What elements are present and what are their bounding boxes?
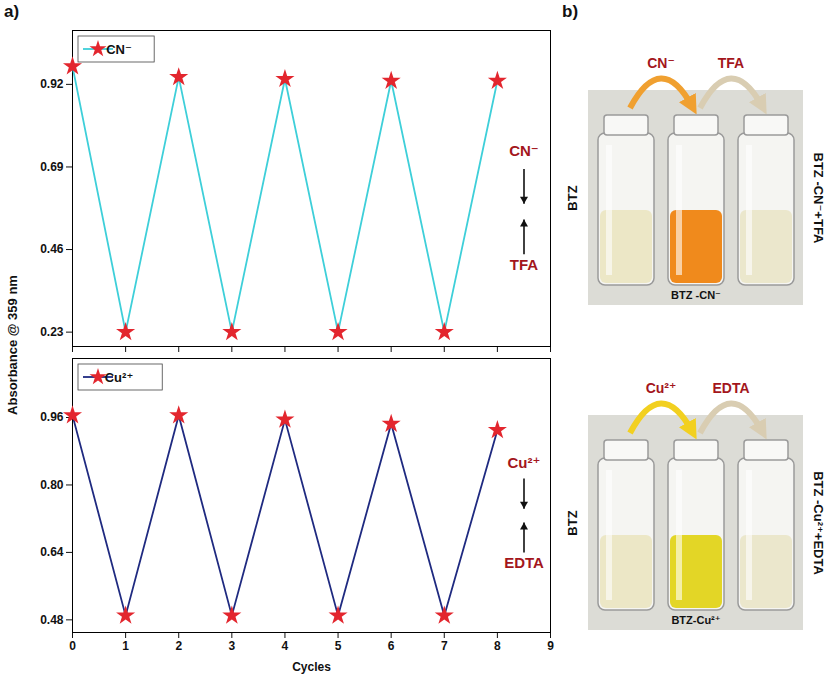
html-text:b): b): [562, 2, 578, 21]
svg-text:CN⁻: CN⁻: [647, 55, 675, 71]
svg-text:BTZ -CN⁻+TFA: BTZ -CN⁻+TFA: [811, 153, 826, 245]
svg-text:BTZ: BTZ: [565, 510, 580, 535]
html-text:Absorbance @ 359 nm: Absorbance @ 359 nm: [4, 275, 20, 415]
svg-text:TFA: TFA: [718, 55, 744, 71]
svg-text:4: 4: [282, 639, 289, 653]
svg-text:0.96: 0.96: [40, 410, 64, 424]
svg-text:TFA: TFA: [510, 256, 538, 273]
svg-text:3: 3: [228, 639, 235, 653]
svg-text:9: 9: [547, 639, 554, 653]
svg-text:0.23: 0.23: [40, 325, 64, 339]
svg-text:Cu²⁺: Cu²⁺: [646, 380, 677, 396]
svg-text:7: 7: [441, 639, 448, 653]
svg-text:0.64: 0.64: [40, 545, 64, 559]
html-text:a): a): [4, 2, 20, 21]
svg-text:0.69: 0.69: [40, 160, 64, 174]
svg-text:0.92: 0.92: [40, 77, 64, 91]
svg-text:0.80: 0.80: [40, 478, 64, 492]
svg-text:8: 8: [494, 639, 501, 653]
svg-text:5: 5: [335, 639, 342, 653]
svg-text:1: 1: [122, 639, 129, 653]
svg-text:6: 6: [388, 639, 395, 653]
svg-text:BTZ -CN⁻: BTZ -CN⁻: [671, 289, 721, 301]
svg-text:Cu²⁺: Cu²⁺: [508, 454, 541, 471]
svg-text:CN⁻: CN⁻: [106, 42, 132, 57]
svg-text:BTZ: BTZ: [565, 185, 580, 210]
svg-text:CN⁻: CN⁻: [509, 142, 539, 159]
svg-text:0: 0: [69, 639, 76, 653]
svg-text:Cycles: Cycles: [292, 660, 331, 674]
svg-text:2: 2: [175, 639, 182, 653]
svg-text:BTZ -Cu²⁺+EDTA: BTZ -Cu²⁺+EDTA: [811, 471, 826, 575]
svg-text:Cu²⁺: Cu²⁺: [105, 370, 134, 385]
svg-text:0.46: 0.46: [40, 242, 64, 256]
svg-text:EDTA: EDTA: [504, 554, 544, 571]
svg-text:EDTA: EDTA: [712, 380, 749, 396]
svg-text:0.48: 0.48: [40, 613, 64, 627]
svg-text:BTZ-Cu²⁺: BTZ-Cu²⁺: [671, 614, 720, 626]
